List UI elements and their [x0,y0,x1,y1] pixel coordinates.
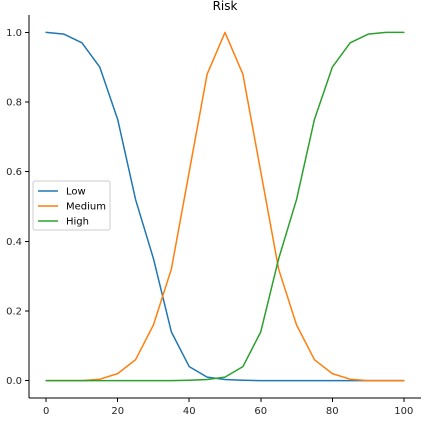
legend-box [32,180,111,231]
series-line-medium [45,31,405,382]
legend-label: High [66,217,89,228]
y-tick-label: 0.2 [6,306,22,317]
y-tick-label: 1.0 [6,28,22,39]
series-line-low [45,31,405,382]
chart-title: Risk [213,0,238,13]
legend-label: Low [66,187,86,198]
y-tick-label: 0.0 [6,376,22,387]
plot-area: 0 20 40 60 80 100 0.0 0.2 0.4 0.6 0.8 1.0 Low Medium H… [6,15,421,417]
legend-label: Medium [66,202,106,213]
y-tick-label: 0.4 [6,237,22,248]
x-tick-label: 60 [254,406,267,417]
x-tick-label: 80 [326,406,339,417]
x-tick-label: 20 [111,406,124,417]
x-tick-label: 100 [394,406,413,417]
y-tick-label: 0.8 [6,98,22,109]
x-tick-label: 40 [183,406,196,417]
series-line-high [45,31,405,382]
y-tick-label: 0.6 [6,167,22,178]
legend: Low Medium High [32,180,111,231]
x-tick-label: 0 [43,406,49,417]
